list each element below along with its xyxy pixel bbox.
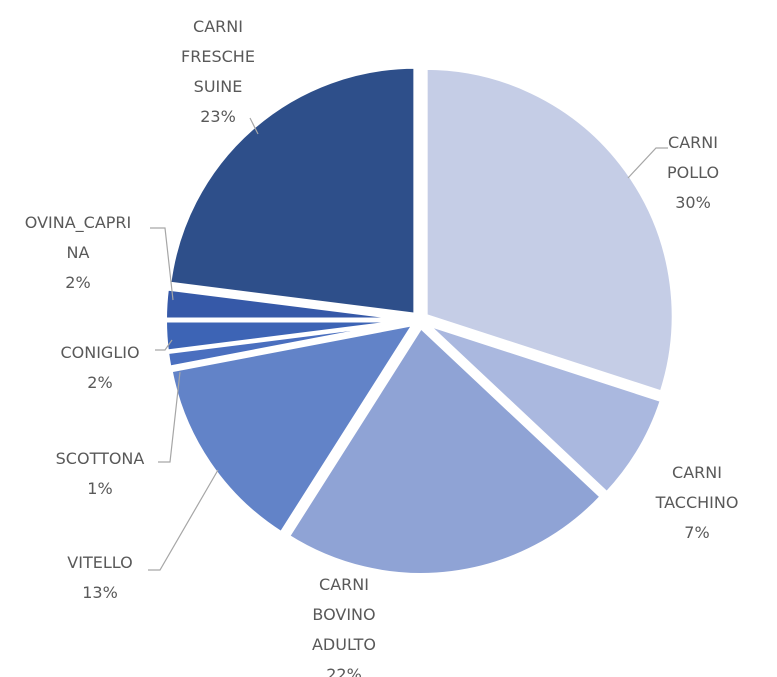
leader-line: [155, 339, 173, 351]
pie-slice: [164, 319, 414, 370]
slice-label: CARNI POLLO 30%: [651, 128, 735, 218]
leader-line: [249, 117, 259, 135]
slice-label: SCOTTONA 1%: [56, 444, 145, 504]
value-label: 2%: [65, 273, 91, 292]
slice-label: CARNI FRESCHE SUINE 23%: [181, 12, 255, 132]
leader-line: [627, 147, 668, 179]
category-label: CARNI BOVINO ADULTO: [311, 575, 377, 654]
category-label: CARNI POLLO: [666, 133, 720, 182]
category-label: CONIGLIO: [60, 343, 140, 362]
pie-slice: [423, 65, 676, 396]
value-label: 13%: [82, 583, 118, 602]
slice-label: CARNI TACCHINO 7%: [656, 458, 739, 548]
leader-line: [150, 227, 174, 301]
category-label: CARNI TACCHINO: [655, 463, 739, 512]
category-label: OVINA_CAPRI NA: [24, 213, 132, 262]
value-label: 22%: [326, 665, 362, 677]
slice-label: CARNI BOVINO ADULTO 22%: [312, 570, 376, 677]
value-label: 7%: [684, 523, 710, 542]
slice-label: VITELLO 13%: [67, 548, 132, 608]
pie-slice: [424, 321, 665, 497]
leader-lines: [148, 117, 668, 571]
slice-label: OVINA_CAPRI NA 2%: [25, 208, 132, 298]
slice-label: CONIGLIO 2%: [60, 338, 139, 398]
pie-slice: [167, 64, 418, 318]
value-label: 23%: [200, 107, 236, 126]
category-label: SCOTTONA: [55, 449, 145, 468]
leader-line: [148, 469, 219, 571]
category-label: VITELLO: [67, 553, 133, 572]
value-label: 2%: [87, 373, 113, 392]
pie-slice: [285, 323, 605, 577]
pie-slice: [168, 321, 419, 537]
value-label: 1%: [87, 479, 113, 498]
category-label: CARNI FRESCHE SUINE: [181, 17, 255, 96]
value-label: 30%: [675, 193, 711, 212]
leader-line: [158, 371, 181, 463]
